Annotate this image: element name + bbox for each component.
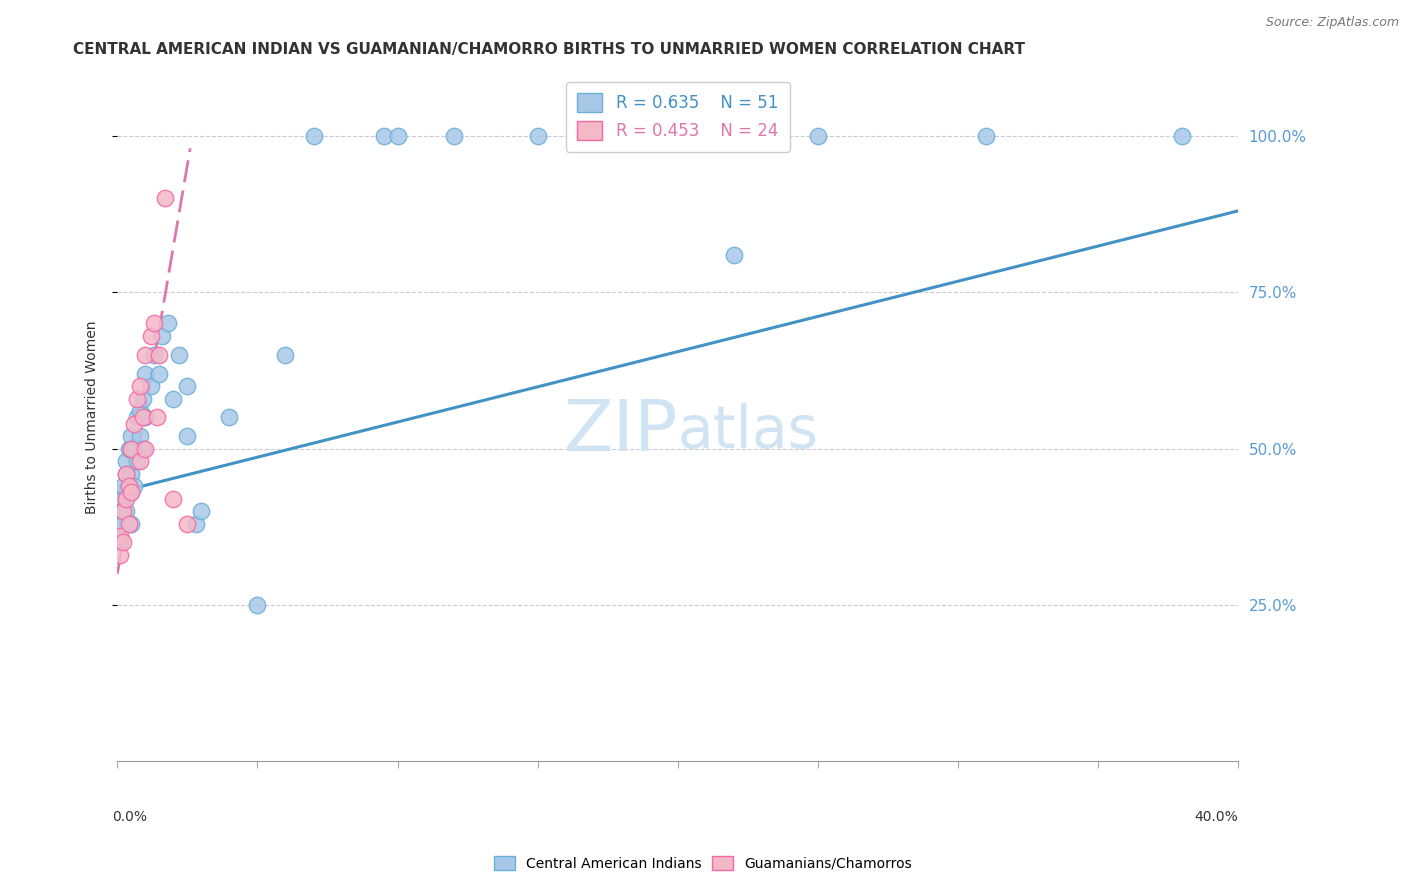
Point — [723, 247, 745, 261]
Text: ZIP: ZIP — [564, 397, 678, 466]
Point — [120, 442, 142, 456]
Point — [142, 317, 165, 331]
Text: 40.0%: 40.0% — [1195, 810, 1239, 823]
Point — [443, 128, 465, 143]
Point — [114, 454, 136, 468]
Point — [156, 317, 179, 331]
Point — [114, 491, 136, 506]
Point — [114, 467, 136, 481]
Point — [111, 491, 134, 506]
Point — [153, 191, 176, 205]
Text: CENTRAL AMERICAN INDIAN VS GUAMANIAN/CHAMORRO BIRTHS TO UNMARRIED WOMEN CORRELAT: CENTRAL AMERICAN INDIAN VS GUAMANIAN/CHA… — [73, 42, 1025, 57]
Point — [117, 479, 139, 493]
Point — [128, 404, 150, 418]
Point — [610, 128, 633, 143]
Point — [108, 535, 131, 549]
Point — [176, 516, 198, 531]
Point — [134, 367, 156, 381]
Point — [120, 485, 142, 500]
Point — [131, 410, 153, 425]
Point — [167, 348, 190, 362]
Point — [162, 392, 184, 406]
Point — [111, 516, 134, 531]
Text: atlas: atlas — [678, 402, 818, 459]
Point — [139, 379, 162, 393]
Point — [117, 516, 139, 531]
Point — [176, 429, 198, 443]
Point — [190, 504, 212, 518]
Point — [122, 479, 145, 493]
Point — [117, 442, 139, 456]
Point — [108, 504, 131, 518]
Point — [120, 442, 142, 456]
Point — [120, 429, 142, 443]
Point — [1171, 128, 1194, 143]
Point — [120, 485, 142, 500]
Y-axis label: Births to Unmarried Women: Births to Unmarried Women — [86, 320, 100, 514]
Point — [111, 535, 134, 549]
Point — [373, 128, 395, 143]
Point — [108, 529, 131, 543]
Text: 0.0%: 0.0% — [111, 810, 146, 823]
Point — [108, 485, 131, 500]
Point — [387, 128, 409, 143]
Point — [122, 442, 145, 456]
Point — [125, 392, 148, 406]
Point — [128, 454, 150, 468]
Point — [125, 454, 148, 468]
Point — [120, 467, 142, 481]
Point — [128, 429, 150, 443]
Point — [162, 491, 184, 506]
Point — [139, 329, 162, 343]
Point — [108, 516, 131, 531]
Point — [111, 504, 134, 518]
Legend: R = 0.635    N = 51, R = 0.453    N = 24: R = 0.635 N = 51, R = 0.453 N = 24 — [565, 81, 790, 152]
Point — [274, 348, 297, 362]
Text: Source: ZipAtlas.com: Source: ZipAtlas.com — [1265, 16, 1399, 29]
Point — [134, 442, 156, 456]
Point — [108, 548, 131, 562]
Point — [114, 504, 136, 518]
Point — [120, 516, 142, 531]
Point — [125, 410, 148, 425]
Point — [131, 392, 153, 406]
Point — [218, 410, 240, 425]
Point — [148, 367, 170, 381]
Point — [526, 128, 548, 143]
Point — [974, 128, 997, 143]
Point — [134, 348, 156, 362]
Point — [122, 417, 145, 431]
Point — [148, 348, 170, 362]
Point — [145, 410, 167, 425]
Point — [302, 128, 325, 143]
Point — [111, 479, 134, 493]
Point — [142, 348, 165, 362]
Point — [114, 467, 136, 481]
Point — [246, 598, 269, 612]
Point — [807, 128, 830, 143]
Point — [184, 516, 207, 531]
Point — [128, 379, 150, 393]
Point — [117, 479, 139, 493]
Point — [131, 442, 153, 456]
Point — [134, 410, 156, 425]
Legend: Central American Indians, Guamanians/Chamorros: Central American Indians, Guamanians/Cha… — [488, 850, 918, 876]
Point — [150, 329, 173, 343]
Point — [176, 379, 198, 393]
